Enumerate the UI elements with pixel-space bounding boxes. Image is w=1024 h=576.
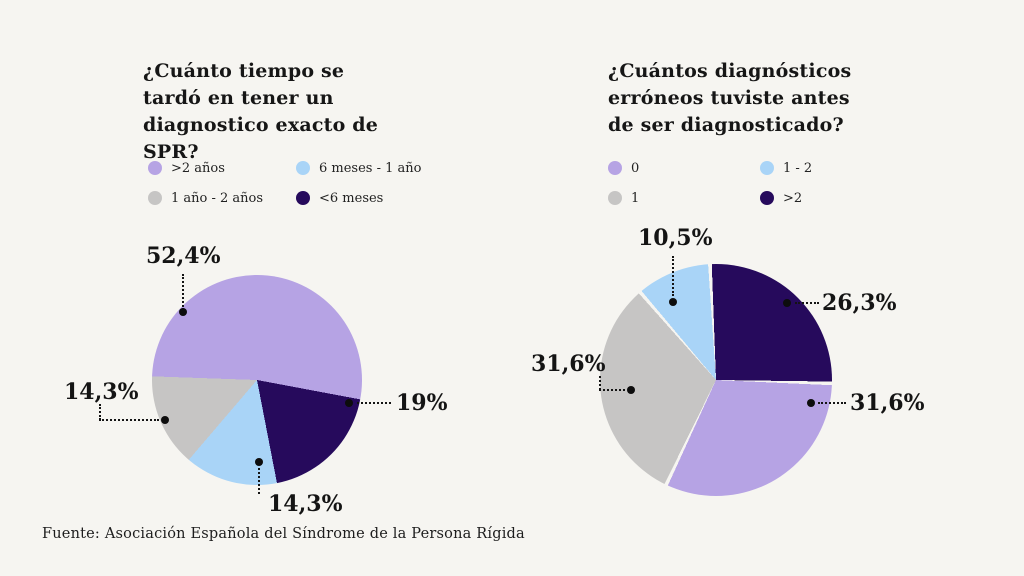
leader-dot: [783, 299, 791, 307]
leader-line: [99, 419, 159, 421]
callout-label: 31,6%: [850, 390, 925, 416]
legend-item: >2: [760, 190, 812, 206]
legend-swatch-light-blue: [760, 161, 774, 175]
leader-line: [99, 404, 101, 420]
legend-swatch-dark-purple: [760, 191, 774, 205]
callout-label: 14,3%: [64, 379, 139, 405]
leader-line: [818, 402, 846, 404]
leader-line: [599, 376, 601, 390]
leader-dot: [179, 308, 187, 316]
legend-label: 6 meses - 1 año: [319, 160, 422, 176]
leader-line: [357, 402, 391, 404]
legend-label: 1 - 2: [783, 160, 813, 176]
legend-time-to-diagnosis: >2 años 6 meses - 1 año 1 año - 2 años <…: [148, 160, 421, 206]
chart-title-time-to-diagnosis: ¿Cuánto tiempo se tardó en tener un diag…: [143, 60, 379, 163]
callout-label: 19%: [396, 390, 448, 416]
leader-dot: [627, 386, 635, 394]
legend-swatch-dark-purple: [296, 191, 310, 205]
leader-line: [258, 468, 260, 494]
callout-label: 31,6%: [531, 351, 606, 377]
leader-line: [182, 274, 184, 310]
leader-dot: [669, 298, 677, 306]
legend-item: 0: [608, 160, 760, 176]
leader-dot: [255, 458, 263, 466]
legend-label: <6 meses: [319, 190, 384, 206]
leader-line: [795, 302, 819, 304]
pie-wrong-diagnoses: [600, 264, 832, 496]
legend-swatch-light-blue: [296, 161, 310, 175]
leader-dot: [345, 399, 353, 407]
leader-dot: [161, 416, 169, 424]
legend-label: 1 año - 2 años: [171, 190, 264, 206]
callout-label: 14,3%: [268, 491, 343, 517]
legend-label: 0: [631, 160, 640, 176]
callout-label: 26,3%: [822, 290, 897, 316]
legend-swatch-lavender: [148, 161, 162, 175]
source-note: Fuente: Asociación Española del Síndrome…: [42, 526, 525, 542]
legend-item: >2 años: [148, 160, 296, 176]
pie-time-to-diagnosis: [152, 275, 362, 485]
legend-swatch-lavender: [608, 161, 622, 175]
leader-dot: [807, 399, 815, 407]
legend-item: 1 año - 2 años: [148, 190, 296, 206]
leader-line: [599, 389, 625, 391]
callout-label: 10,5%: [638, 225, 713, 251]
legend-item: 1 - 2: [760, 160, 812, 176]
legend-item: <6 meses: [296, 190, 421, 206]
callout-label: 52,4%: [146, 243, 221, 269]
legend-label: >2: [783, 190, 803, 206]
legend-wrong-diagnoses: 0 1 - 2 1 >2: [608, 160, 812, 206]
legend-item: 1: [608, 190, 760, 206]
legend-swatch-gray: [608, 191, 622, 205]
chart-title-wrong-diagnoses: ¿Cuántos diagnósticos erróneos tuviste a…: [608, 60, 852, 136]
legend-label: 1: [631, 190, 640, 206]
legend-swatch-gray: [148, 191, 162, 205]
leader-line: [672, 256, 674, 296]
legend-label: >2 años: [171, 160, 225, 176]
legend-item: 6 meses - 1 año: [296, 160, 421, 176]
